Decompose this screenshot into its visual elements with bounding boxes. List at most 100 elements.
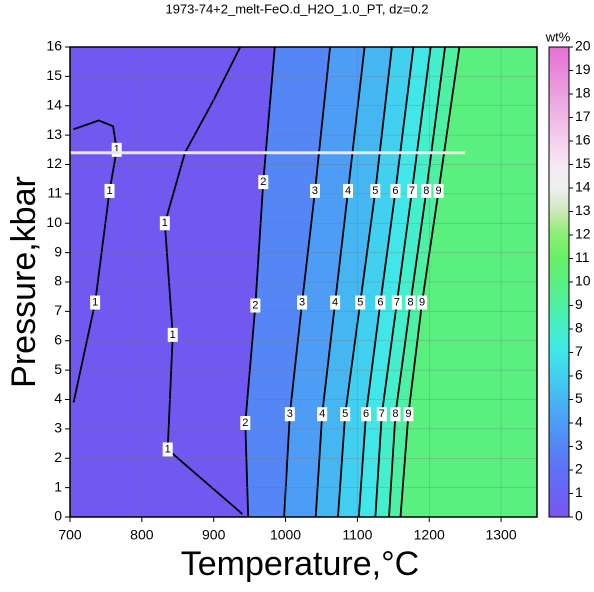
contour-label-box bbox=[309, 183, 320, 198]
x-tick-label: 1100 bbox=[342, 527, 372, 543]
contour-label: 3 bbox=[312, 185, 318, 197]
contour-label: 6 bbox=[363, 408, 369, 420]
colorbar-tick-label: 3 bbox=[575, 437, 583, 453]
y-tick-label: 5 bbox=[54, 361, 62, 377]
contour-label: 1 bbox=[114, 144, 120, 156]
contour-label-box bbox=[90, 295, 101, 310]
contour-label: 7 bbox=[394, 296, 400, 308]
y-tick-label: 4 bbox=[54, 390, 62, 406]
colorbar-tick-label: 10 bbox=[575, 273, 591, 289]
y-tick-label: 7 bbox=[54, 302, 62, 318]
contour-label-box bbox=[240, 416, 251, 430]
contour-label-box bbox=[297, 295, 308, 310]
contour-label: 4 bbox=[319, 408, 325, 420]
colorbar-tick-label: 9 bbox=[575, 296, 583, 312]
contour-label-box bbox=[376, 407, 387, 422]
colorbar-tick-label: 13 bbox=[575, 202, 591, 218]
contour-label: 4 bbox=[332, 296, 338, 308]
contour-label: 2 bbox=[242, 417, 248, 429]
y-tick-label: 14 bbox=[46, 96, 62, 112]
contour-label-box bbox=[258, 175, 269, 190]
y-tick-label: 1 bbox=[54, 478, 62, 494]
y-tick-label: 10 bbox=[46, 214, 62, 230]
colorbar-tick-label: 18 bbox=[575, 85, 591, 101]
contour-label: 9 bbox=[419, 296, 425, 308]
y-tick-label: 9 bbox=[54, 243, 62, 259]
y-tick-label: 16 bbox=[46, 38, 62, 54]
contour-label-box bbox=[317, 407, 328, 422]
colorbar-tick-label: 20 bbox=[575, 38, 591, 54]
colorbar-tick-label: 4 bbox=[575, 414, 583, 430]
contour-label: 9 bbox=[436, 185, 442, 197]
colorbar-tick-label: 1 bbox=[575, 484, 583, 500]
contour-label: 6 bbox=[392, 185, 398, 197]
y-tick-label: 15 bbox=[46, 67, 62, 83]
contour-label-box bbox=[167, 327, 178, 342]
y-tick-label: 13 bbox=[46, 126, 62, 142]
chart-title: 1973-74+2_melt-FeO.d_H2O_1.0_PT, dz=0.2 bbox=[165, 1, 428, 16]
colorbar-tick-label: 17 bbox=[575, 108, 591, 124]
y-axis-label: Pressure,kbar bbox=[5, 176, 43, 388]
y-tick-label: 11 bbox=[47, 185, 62, 201]
plot-frame bbox=[69, 46, 538, 518]
x-tick-label: 700 bbox=[58, 527, 82, 543]
contour-label: 7 bbox=[409, 185, 415, 197]
x-tick-label: 1300 bbox=[485, 527, 516, 543]
contour-label: 8 bbox=[423, 185, 429, 197]
contour-label: 3 bbox=[287, 408, 293, 420]
colorbar-tick-label: 14 bbox=[575, 179, 591, 195]
y-tick-label: 12 bbox=[46, 155, 62, 171]
contour-label: 9 bbox=[405, 408, 411, 420]
contour-label-box bbox=[391, 295, 402, 310]
x-tick-label: 900 bbox=[202, 527, 226, 543]
contour-label: 1 bbox=[106, 185, 112, 197]
contour-label-box bbox=[421, 183, 432, 198]
contour-label: 1 bbox=[165, 443, 171, 455]
x-tick-label: 1200 bbox=[414, 527, 445, 543]
colorbar-tick-label: 7 bbox=[575, 343, 583, 359]
contour-label: 5 bbox=[342, 408, 348, 420]
colorbar-tick-label: 16 bbox=[575, 132, 591, 148]
contour-label: 8 bbox=[392, 408, 398, 420]
contour-label-box bbox=[330, 295, 341, 310]
y-tick-label: 8 bbox=[54, 273, 62, 289]
contour-label: 2 bbox=[252, 299, 258, 311]
contour-label-box bbox=[361, 407, 372, 422]
colorbar-tick-label: 0 bbox=[575, 508, 583, 524]
y-tick-label: 0 bbox=[54, 508, 62, 524]
y-tick-label: 6 bbox=[54, 331, 62, 347]
contour-label: 1 bbox=[92, 296, 98, 308]
x-axis-label: Temperature,°C bbox=[181, 545, 419, 583]
contour-label-box bbox=[355, 295, 366, 310]
contour-label-box bbox=[284, 407, 295, 422]
colorbar-tick-label: 19 bbox=[575, 61, 591, 77]
colorbar-tick-label: 8 bbox=[575, 320, 583, 336]
contour-label-box bbox=[340, 407, 351, 422]
y-tick-label: 2 bbox=[54, 449, 62, 465]
contour-label-box bbox=[375, 295, 386, 310]
x-tick-label: 800 bbox=[130, 527, 154, 543]
colorbar-tick-label: 15 bbox=[575, 155, 591, 171]
contour-label-box bbox=[343, 183, 354, 198]
contour-label: 4 bbox=[345, 185, 351, 197]
contour-label-box bbox=[403, 407, 414, 422]
contour-label-box bbox=[159, 216, 170, 231]
contour-label: 6 bbox=[377, 296, 383, 308]
contour-label: 7 bbox=[379, 408, 385, 420]
contour-label-box bbox=[370, 183, 381, 198]
contour-label-box bbox=[111, 142, 122, 157]
contour-label: 1 bbox=[170, 329, 176, 341]
contour-label-box bbox=[250, 298, 261, 313]
colorbar bbox=[548, 46, 570, 518]
colorbar-tick-label: 12 bbox=[575, 226, 591, 242]
contour-label-box bbox=[433, 183, 444, 198]
contour-label: 1 bbox=[162, 217, 168, 229]
colorbar-tick-label: 5 bbox=[575, 390, 583, 406]
contour-label-box bbox=[417, 295, 428, 310]
contour-label-box bbox=[162, 442, 173, 457]
contour-label: 5 bbox=[372, 185, 378, 197]
colorbar-tick-label: 6 bbox=[575, 367, 583, 383]
contour-label-box bbox=[405, 295, 416, 310]
contour-label-box bbox=[390, 183, 401, 198]
